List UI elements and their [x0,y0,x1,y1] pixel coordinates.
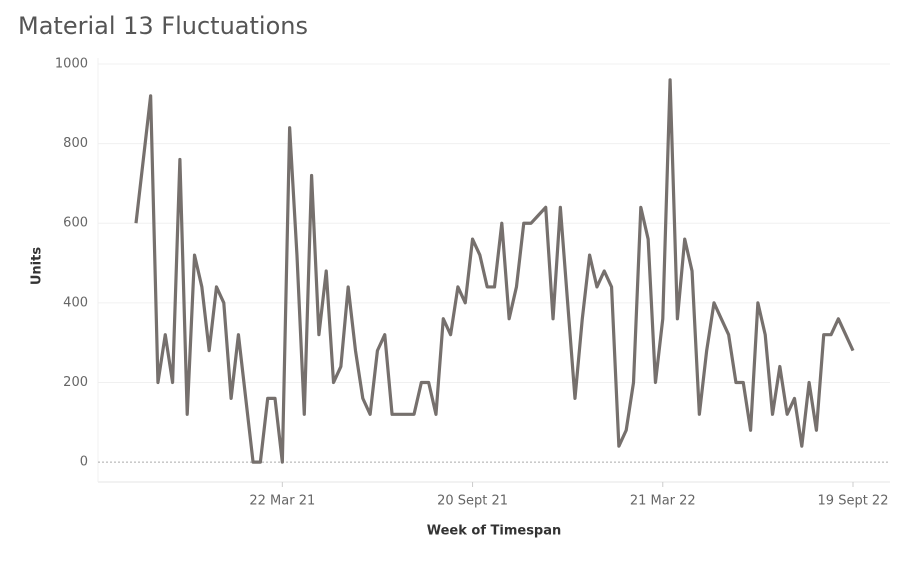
x-tick-label: 19 Sept 22 [818,494,889,509]
y-tick-label: 1000 [55,56,88,71]
y-tick-label: 600 [63,216,88,231]
data-line [134,78,855,464]
y-axis-title: Units [30,247,45,285]
chart-title: Material 13 Fluctuations [18,12,308,40]
x-tick-label: 20 Sept 21 [437,494,508,509]
x-tick-label: 21 Mar 22 [630,494,696,509]
y-tick-label: 0 [80,455,88,470]
x-axis-title: Week of Timespan [427,524,562,539]
x-tick-label: 22 Mar 21 [249,494,315,509]
y-tick-label: 800 [63,136,88,151]
y-tick-label: 400 [63,295,88,310]
y-tick-label: 200 [63,375,88,390]
